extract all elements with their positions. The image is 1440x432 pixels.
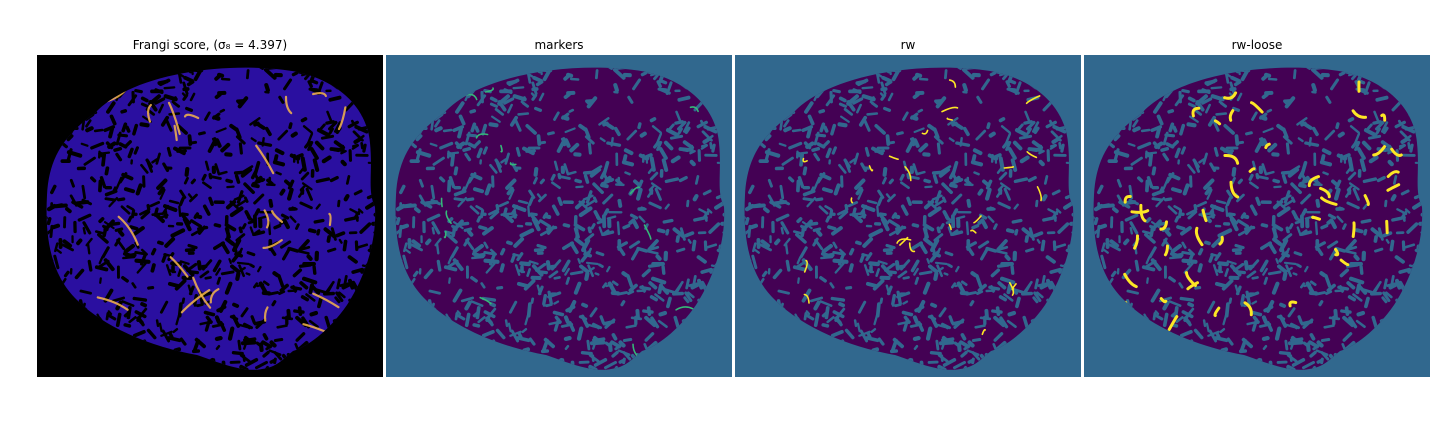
panel-title: markers [534, 38, 584, 52]
panel-title: Frangi score, (σ₈ = 4.397) [132, 38, 288, 52]
rw-loose-image [1084, 55, 1430, 377]
rw-loose-panel: rw-loose [1084, 38, 1430, 377]
frangi-score-panel: Frangi score, (σ₈ = 4.397) [37, 38, 383, 377]
markers-image [386, 55, 732, 377]
markers-panel: markers [386, 38, 732, 377]
panel-title: rw [900, 38, 916, 52]
frangi-score-image [37, 55, 383, 377]
rw-image [735, 55, 1081, 377]
rw-panel: rw [735, 38, 1081, 377]
panel-title: rw-loose [1231, 38, 1283, 52]
